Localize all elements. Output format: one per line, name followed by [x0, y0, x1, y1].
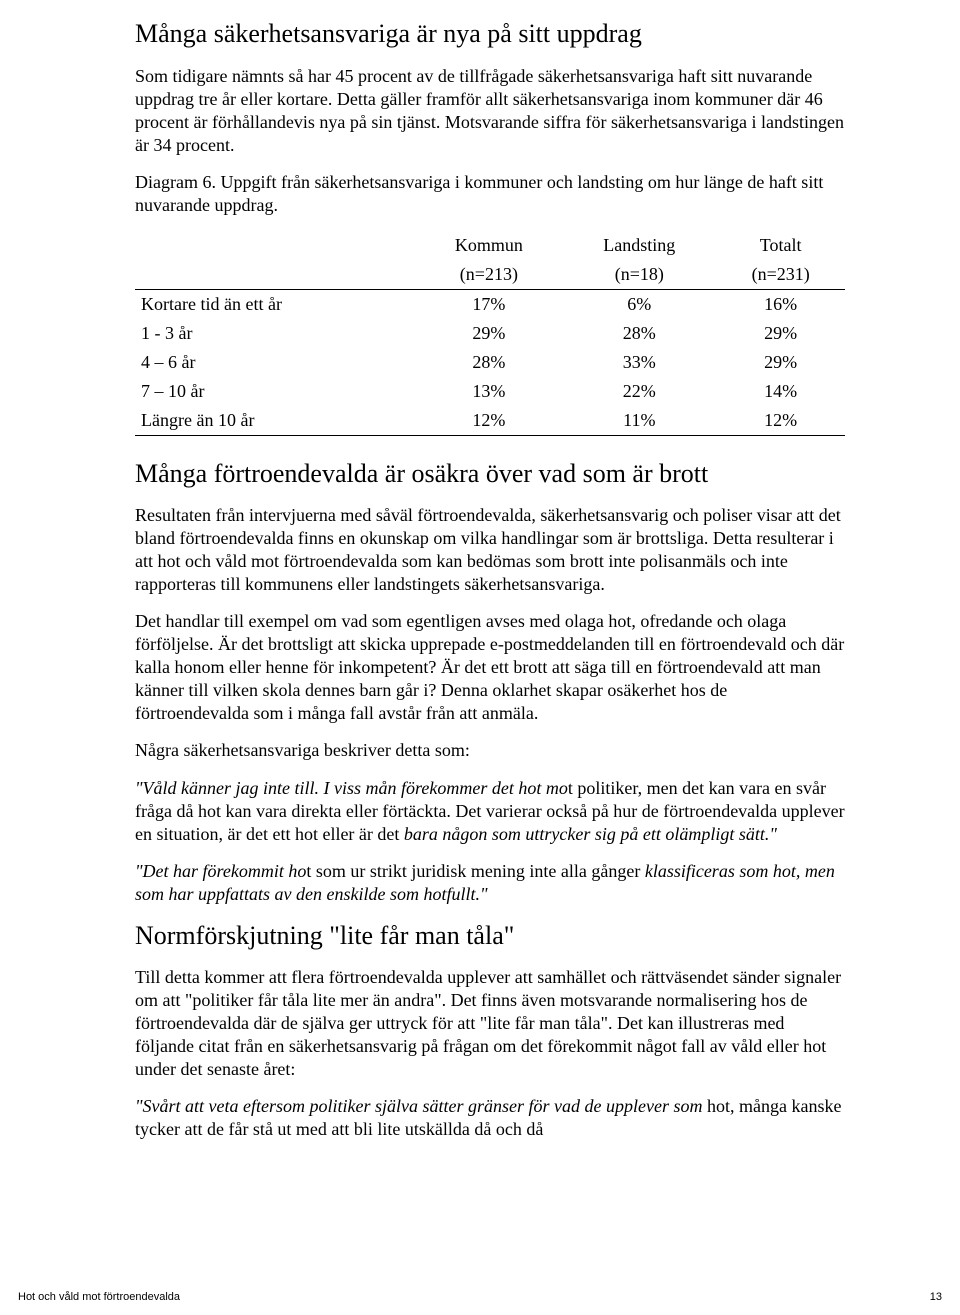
- cell: 29%: [416, 319, 563, 348]
- cell: 14%: [716, 377, 845, 406]
- cell: 29%: [716, 348, 845, 377]
- quote-regular: t som ur strikt juridisk mening inte all…: [306, 861, 644, 881]
- cell: 12%: [416, 406, 563, 436]
- quote-3: "Svårt att veta eftersom politiker själv…: [135, 1095, 845, 1141]
- quote-italic: "Det har förekommit ho: [135, 861, 306, 881]
- col-kommun: Kommun: [416, 231, 563, 260]
- row-label: Längre än 10 år: [135, 406, 416, 436]
- cell: 11%: [562, 406, 716, 436]
- paragraph-2: Resultaten från intervjuerna med såväl f…: [135, 504, 845, 596]
- row-label: Kortare tid än ett år: [135, 289, 416, 319]
- quote-2: "Det har förekommit hot som ur strikt ju…: [135, 860, 845, 906]
- heading-1: Många säkerhetsansvariga är nya på sitt …: [135, 18, 845, 51]
- cell: 17%: [416, 289, 563, 319]
- col-totalt: Totalt: [716, 231, 845, 260]
- table-row: 7 – 10 år 13% 22% 14%: [135, 377, 845, 406]
- cell: 33%: [562, 348, 716, 377]
- row-label: 1 - 3 år: [135, 319, 416, 348]
- paragraph-1: Som tidigare nämnts så har 45 procent av…: [135, 65, 845, 157]
- cell: 6%: [562, 289, 716, 319]
- subcol-totalt-n: (n=231): [716, 260, 845, 290]
- paragraph-4: Några säkerhetsansvariga beskriver detta…: [135, 739, 845, 762]
- footer-title: Hot och våld mot förtroendevalda: [18, 1291, 180, 1303]
- cell: 29%: [716, 319, 845, 348]
- document-page: Många säkerhetsansvariga är nya på sitt …: [0, 0, 960, 1315]
- table-row: 1 - 3 år 29% 28% 29%: [135, 319, 845, 348]
- cell: 28%: [416, 348, 563, 377]
- cell: 28%: [562, 319, 716, 348]
- quote-italic: "Våld känner jag inte till. I viss mån f…: [135, 778, 568, 798]
- heading-3: Normförskjutning "lite får man tåla": [135, 920, 845, 953]
- subcol-kommun-n: (n=213): [416, 260, 563, 290]
- cell: 13%: [416, 377, 563, 406]
- heading-2: Många förtroendevalda är osäkra över vad…: [135, 458, 845, 491]
- quote-italic: "Svårt att veta eftersom politiker själv…: [135, 1096, 707, 1116]
- table-row: Längre än 10 år 12% 11% 12%: [135, 406, 845, 436]
- cell: 12%: [716, 406, 845, 436]
- quote-italic: bara någon som uttrycker sig på ett oläm…: [404, 824, 777, 844]
- subcol-landsting-n: (n=18): [562, 260, 716, 290]
- page-footer: Hot och våld mot förtroendevalda 13: [18, 1291, 942, 1303]
- paragraph-3: Det handlar till exempel om vad som egen…: [135, 610, 845, 725]
- cell: 22%: [562, 377, 716, 406]
- diagram-caption: Diagram 6. Uppgift från säkerhetsansvari…: [135, 171, 845, 217]
- table-row: 4 – 6 år 28% 33% 29%: [135, 348, 845, 377]
- table-row: Kortare tid än ett år 17% 6% 16%: [135, 289, 845, 319]
- page-number: 13: [930, 1291, 942, 1303]
- cell: 16%: [716, 289, 845, 319]
- col-landsting: Landsting: [562, 231, 716, 260]
- row-label: 7 – 10 år: [135, 377, 416, 406]
- quote-1: "Våld känner jag inte till. I viss mån f…: [135, 777, 845, 846]
- paragraph-5: Till detta kommer att flera förtroendeva…: [135, 966, 845, 1081]
- data-table: Kommun Landsting Totalt (n=213) (n=18) (…: [135, 231, 845, 436]
- row-label: 4 – 6 år: [135, 348, 416, 377]
